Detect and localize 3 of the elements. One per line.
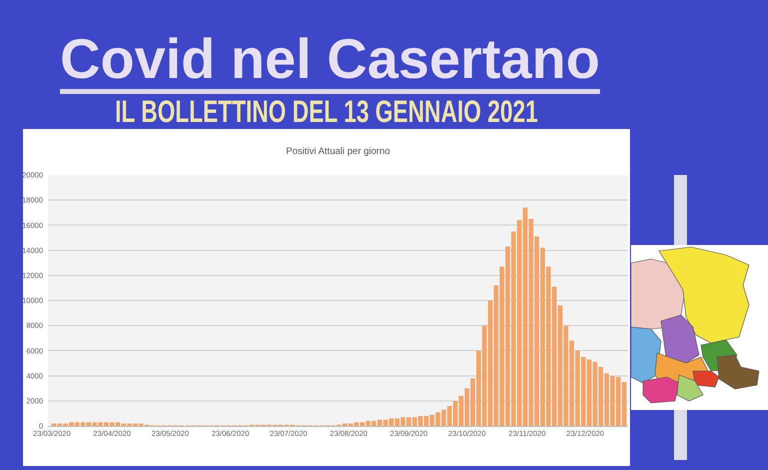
- text: Positivi Attuali per giorno: [286, 146, 390, 157]
- chart-title: Covid nel Casertano: [60, 27, 600, 90]
- chart-subtitle: IL BOLLETTINO DEL 13 GENNAIO 2021: [115, 94, 538, 129]
